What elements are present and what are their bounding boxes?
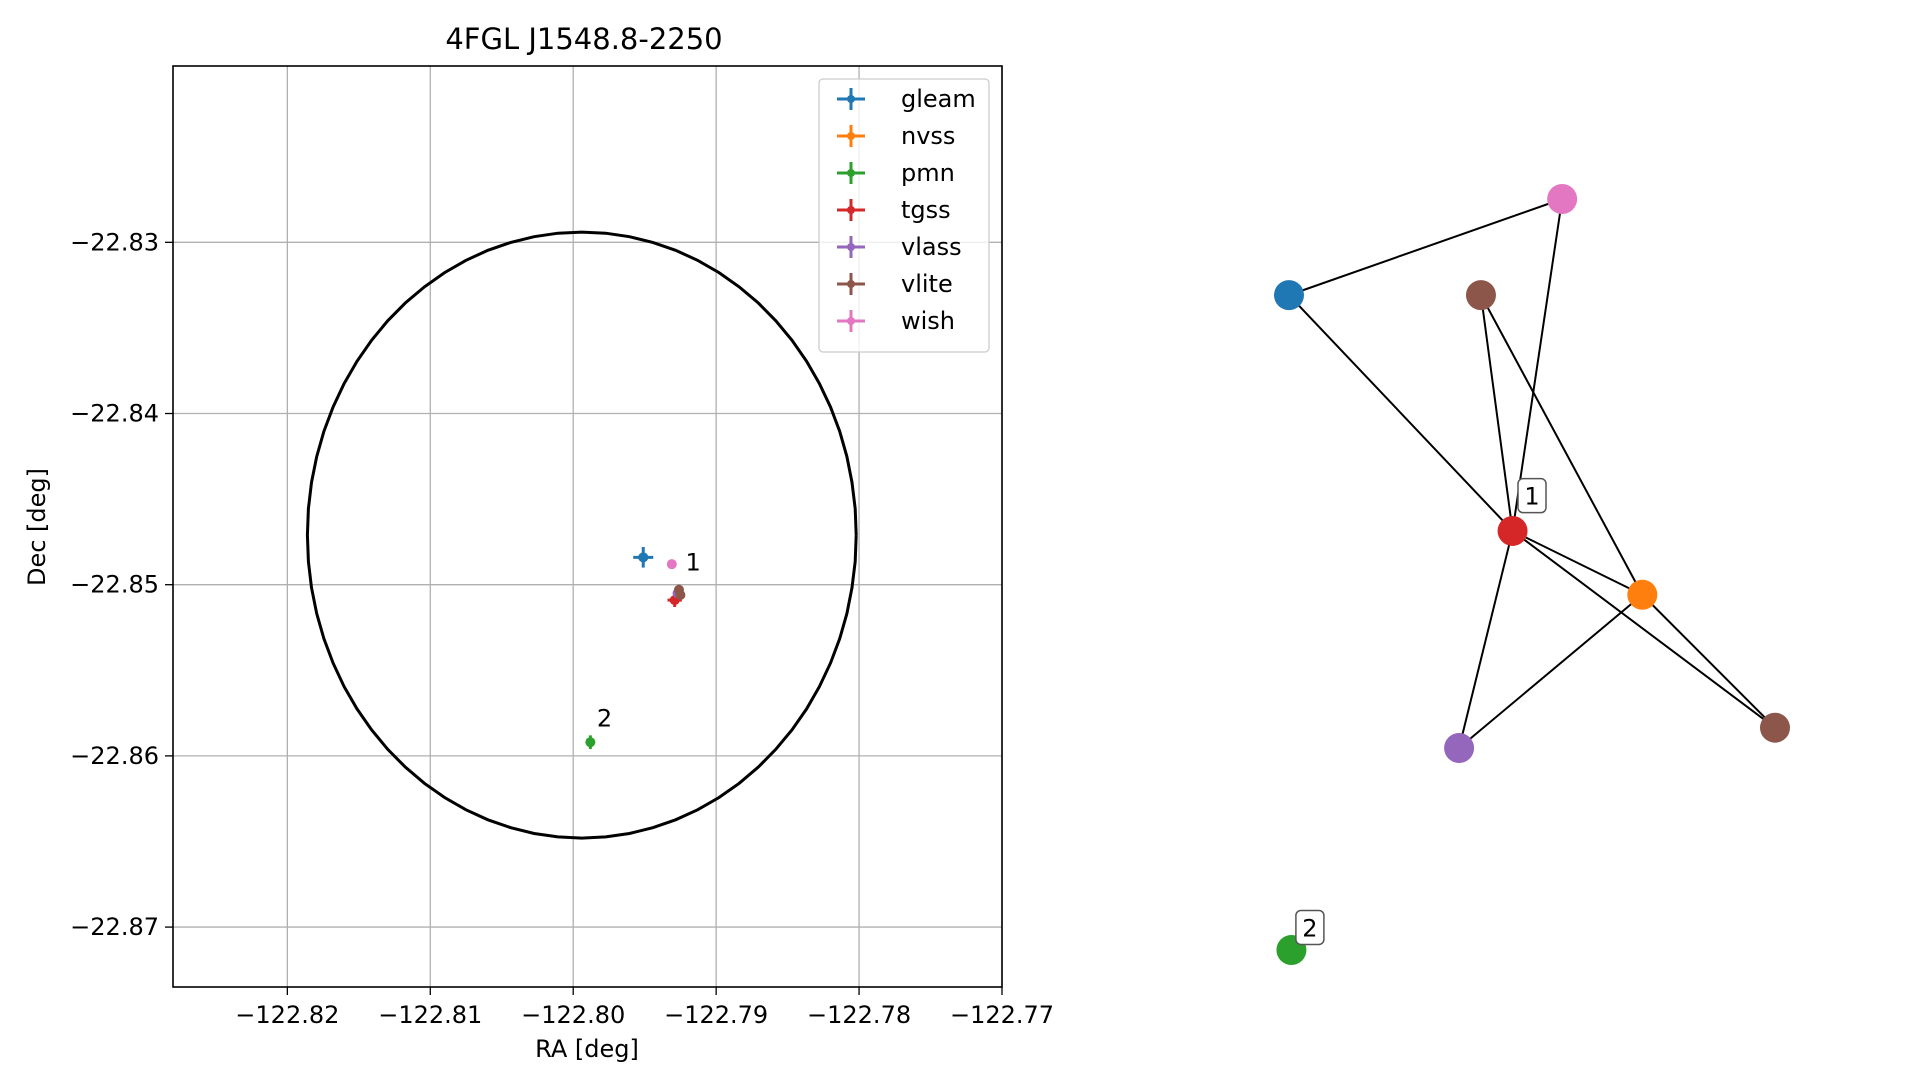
network-edge [1511, 198, 1564, 532]
axis-ticks: −122.82 −122.81 −122.80 −122.79 −122.78 −122.… [70, 228, 1054, 1029]
network-edge [1480, 294, 1644, 596]
data-point-pmn [585, 735, 596, 750]
legend-swatch-dot [847, 280, 855, 288]
legend-label: vlass [901, 233, 962, 261]
match-label: 1 [686, 549, 701, 577]
data-point-wish [666, 559, 677, 570]
x-axis-label: RA [deg] [535, 1035, 639, 1063]
legend-entry-tgss: tgss [837, 196, 951, 224]
network-edge [1512, 530, 1643, 596]
x-tick-label: −122.82 [235, 1001, 339, 1029]
legend-label: tgss [901, 196, 951, 224]
y-tick-label: −22.85 [70, 571, 159, 599]
network-edge [1458, 530, 1514, 749]
network-node-vlite_a [1465, 280, 1496, 311]
network-label: 1 [1524, 483, 1539, 511]
legend-swatch-dot [847, 95, 855, 103]
crossmatch-network: 12 [1274, 184, 1790, 965]
legend-swatch-dot [847, 206, 855, 214]
y-tick-label: −22.84 [70, 400, 159, 428]
network-edge [1288, 198, 1563, 297]
legend-swatch-dot [847, 132, 855, 140]
legend-entry-gleam: gleam [837, 85, 976, 113]
network-edge [1458, 594, 1643, 749]
legend-entry-nvss: nvss [837, 122, 955, 150]
legend-entry-wish: wish [837, 307, 955, 335]
legend-label: gleam [901, 85, 976, 113]
data-point-gleam [633, 547, 654, 568]
chart-title: 4FGL J1548.8-2250 [445, 22, 722, 56]
network-node-gleam [1274, 280, 1304, 311]
network-label-box [1517, 477, 1547, 514]
network-nodes [1274, 184, 1790, 965]
legend-entry-pmn: pmn [837, 159, 955, 187]
point-marker [638, 552, 649, 563]
network-node-wish [1547, 184, 1578, 214]
network-edges [1288, 198, 1776, 749]
network-edge [1641, 594, 1776, 729]
legend-entry-vlite: vlite [837, 270, 953, 298]
point-marker [585, 737, 596, 748]
legend-label: wish [901, 307, 955, 335]
y-tick-label: −22.86 [70, 742, 159, 770]
legend-entry-vlass: vlass [837, 233, 962, 261]
sky-scatter-plot: 4FGL J1548.8-2250 12 −122.82 −122.81 −122.… [23, 22, 1054, 1063]
legend: gleam nvss pmn tgss vlass vlite wish [818, 78, 990, 353]
localization-ellipse [305, 230, 858, 840]
match-label: 2 [597, 704, 612, 732]
network-labels: 12 [1295, 477, 1547, 946]
y-axis-label: Dec [deg] [23, 468, 51, 586]
network-node-nvss [1627, 579, 1658, 610]
legend-label: vlite [901, 270, 953, 298]
network-edge [1288, 294, 1514, 532]
legend-label: pmn [901, 159, 955, 187]
x-tick-label: −122.80 [521, 1001, 625, 1029]
x-tick-label: −122.77 [950, 1001, 1054, 1029]
x-tick-label: −122.78 [807, 1001, 911, 1029]
y-tick-label: −22.87 [70, 913, 159, 941]
network-node-vlite_b [1760, 712, 1790, 743]
x-tick-label: −122.79 [664, 1001, 768, 1029]
x-tick-label: −122.81 [378, 1001, 482, 1029]
network-label-box [1295, 909, 1325, 946]
legend-swatch-dot [847, 317, 855, 325]
y-tick-label: −22.83 [70, 228, 159, 256]
plot-frame [172, 65, 1003, 988]
legend-swatch-dot [847, 243, 855, 251]
plot-content: 12 [305, 230, 858, 840]
legend-swatch-dot [847, 169, 855, 177]
network-label: 2 [1302, 914, 1317, 942]
network-edge [1511, 530, 1776, 729]
network-node-tgss [1497, 515, 1528, 546]
point-marker [675, 589, 686, 600]
data-point-vlite [675, 589, 686, 600]
network-edge [1479, 294, 1514, 532]
legend-label: nvss [901, 122, 955, 150]
network-node-vlass [1444, 732, 1475, 763]
point-marker [666, 559, 677, 570]
